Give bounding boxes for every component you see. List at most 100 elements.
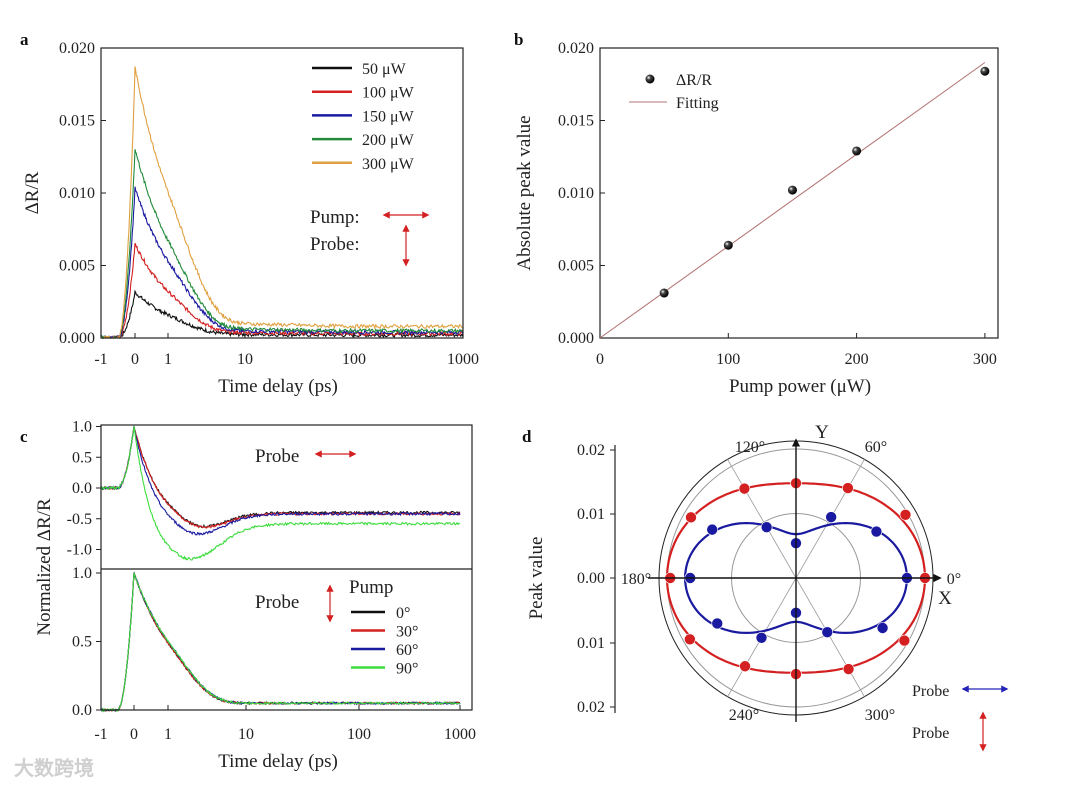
axis-label-y: Y: [815, 422, 829, 443]
x-tick-label: -1: [94, 351, 107, 368]
polar-data-point: [760, 521, 773, 533]
y-tick-label: 1.0: [72, 565, 92, 582]
panel-d-ylabel: Peak value: [526, 537, 547, 620]
angle-label-240: 240°: [729, 707, 759, 724]
polar-data-point: [685, 511, 697, 524]
x-tick-label: 0: [130, 726, 138, 743]
polar-data-point: [738, 482, 751, 495]
angle-label-180: 180°: [621, 571, 651, 588]
data-point: [723, 240, 733, 250]
panel-label-c: c: [20, 427, 28, 446]
panel-a-ticks: -1 0 1 10 100 1000 0.000 0.005 0.010 0.015 0.020: [59, 40, 479, 368]
panel-b-marks: [599, 62, 990, 339]
polar-data-point: [876, 622, 889, 634]
y-tick-label: 0.010: [558, 185, 594, 202]
panel-a-curves: [100, 66, 464, 340]
y-tick-label: 0.000: [558, 330, 594, 347]
legend-label-points: ΔR/R: [676, 72, 712, 89]
y-tick-label: 0.02: [577, 442, 605, 459]
y-tick-label: 0.000: [59, 330, 95, 347]
fit-line: [599, 62, 986, 339]
x-tick-label: 1: [164, 351, 172, 368]
legend-marker-points: [645, 74, 655, 84]
top-curve: [100, 425, 461, 536]
polar-data-point: [706, 523, 719, 536]
panel-label-b: b: [514, 30, 523, 49]
panel-a-ylabel: ΔR/R: [22, 171, 43, 214]
y-tick-label: 0.0: [72, 702, 92, 719]
y-tick-label: 0.5: [72, 449, 92, 466]
panel-b-ylabel: Absolute peak value: [514, 115, 535, 270]
y-tick-label: 1.0: [72, 419, 92, 436]
x-tick-label: 0: [596, 351, 604, 368]
polar-data-point: [711, 617, 724, 630]
pump-label: Pump:: [310, 207, 360, 228]
angle-label-300: 300°: [865, 707, 895, 724]
y-tick-label: 0.01: [577, 635, 605, 652]
legend-label: 50 μW: [362, 61, 407, 78]
x-tick-label: 1000: [447, 351, 479, 368]
panel-a: a -1 0 1 10 100 1000 0.000 0.005 0.010 0.015 0.020…: [20, 30, 479, 397]
legend-label-fit: Fitting: [676, 95, 719, 112]
x-tick-label: 300: [973, 351, 997, 368]
polar-data-point: [899, 508, 912, 521]
y-tick-label: 0.01: [577, 506, 605, 523]
polar-data-point: [825, 511, 837, 523]
panel-c-frame: [100, 424, 473, 711]
x-tick-label: 1000: [444, 726, 476, 743]
probe-label: Probe:: [310, 234, 360, 255]
x-tick-label: 100: [347, 726, 371, 743]
y-tick-label: 0.010: [59, 185, 95, 202]
polar-data-point: [755, 631, 768, 644]
legend-label: 30°: [396, 624, 418, 641]
x-tick-label: 10: [238, 726, 254, 743]
curve-150W: [100, 186, 464, 340]
probe-label-top: Probe: [255, 446, 299, 467]
polar-data-point: [821, 626, 834, 638]
legend-label: 200 μW: [362, 132, 415, 149]
polar-data-point: [842, 663, 855, 675]
panel-b: b 0 100 200 300 0.000 0.005 0.010 0.015 0.020 Pu…: [514, 30, 999, 397]
polar-data-point: [739, 660, 751, 673]
top-curve: [100, 426, 461, 528]
panel-c: c -1 0 1 10 100 1000 1.0 0.5 0.0 -0.5 -1.0 1.0 0.5 0.…: [20, 419, 476, 773]
legend-label: 90°: [396, 661, 418, 678]
panel-b-xlabel: Pump power (μW): [729, 376, 871, 397]
top-curve: [100, 426, 461, 561]
x-tick-label: -1: [94, 726, 107, 743]
bottom-curve: [100, 571, 461, 713]
legend-label: 300 μW: [362, 156, 415, 173]
panel-a-xlabel: Time delay (ps): [218, 376, 338, 397]
legend-title-pump: Pump: [349, 577, 393, 598]
legend-label: 60°: [396, 642, 418, 659]
panel-c-legend: 0° 30°60° 90°: [351, 605, 418, 678]
panel-label-d: d: [522, 427, 532, 446]
data-point: [659, 288, 669, 298]
panel-d: d 0.02 0.01 0.00 0.01 0.02 Peak value 120° 6…: [522, 422, 1009, 752]
x-tick-label: 0: [131, 351, 139, 368]
x-tick-label: 100: [716, 351, 740, 368]
polar-data-point: [684, 633, 696, 646]
legend-label: 0°: [396, 605, 410, 622]
panel-a-legend: 50 μW 100 μW 150 μW 200 μW 300 μW: [312, 61, 415, 173]
x-tick-label: 1: [164, 726, 172, 743]
panel-d-ticks: 0.02 0.01 0.00 0.01 0.02: [577, 442, 615, 716]
polar-data-point: [898, 634, 911, 647]
angle-label-0: 0°: [947, 571, 961, 588]
y-tick-label: 0.0: [72, 480, 92, 497]
axis-label-x: X: [938, 588, 952, 609]
panel-c-xlabel: Time delay (ps): [218, 751, 338, 772]
angle-label-120: 120°: [735, 439, 765, 456]
y-tick-label: 0.005: [59, 258, 95, 275]
probe-label-bottom: Probe: [255, 592, 299, 613]
y-tick-label: 0.005: [558, 258, 594, 275]
panel-label-a: a: [20, 30, 29, 49]
data-point: [980, 66, 990, 76]
y-tick-label: 0.02: [577, 699, 605, 716]
curve-200W: [100, 149, 464, 340]
polar-data-point: [842, 482, 854, 494]
curve-100W: [100, 242, 464, 340]
data-point: [852, 146, 862, 156]
data-point: [787, 185, 797, 195]
